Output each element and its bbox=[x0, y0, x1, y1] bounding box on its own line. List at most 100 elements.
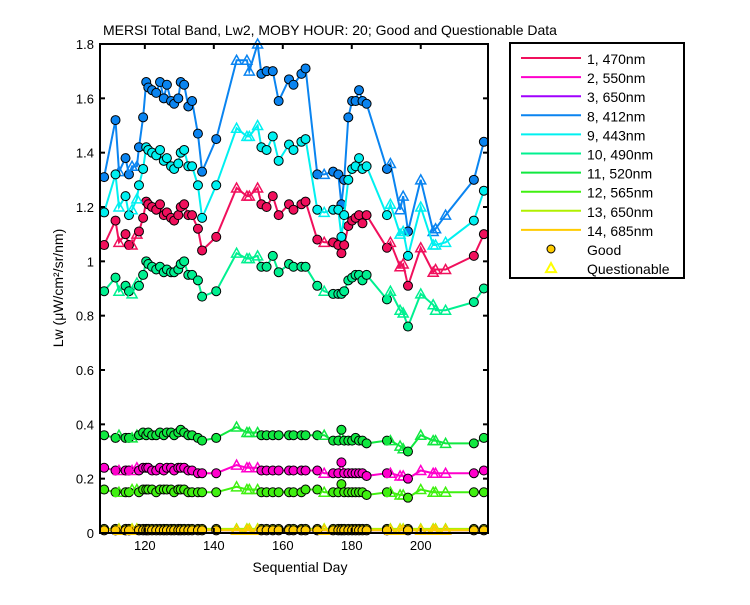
questionable-point bbox=[384, 523, 397, 536]
good-point bbox=[273, 155, 284, 166]
good-point bbox=[336, 424, 347, 435]
good-point bbox=[211, 231, 222, 242]
questionable-point bbox=[125, 238, 139, 250]
questionable-point bbox=[230, 420, 243, 432]
series-10-490nm bbox=[99, 246, 489, 332]
questionable-point bbox=[414, 173, 428, 185]
legend-label: 1, 470nm bbox=[587, 51, 645, 67]
good-point bbox=[173, 158, 184, 169]
good-point bbox=[211, 134, 222, 145]
good-point bbox=[312, 465, 323, 476]
good-point bbox=[381, 210, 392, 221]
questionable-point bbox=[429, 434, 442, 446]
good-point bbox=[402, 321, 413, 332]
questionable-point bbox=[230, 458, 243, 470]
good-point bbox=[123, 169, 134, 180]
questionable-point bbox=[230, 53, 243, 66]
x-tick-label: 200 bbox=[410, 538, 432, 553]
legend-label: 10, 490nm bbox=[587, 147, 653, 163]
questionable-point bbox=[429, 485, 442, 497]
good-point bbox=[138, 269, 149, 280]
good-point bbox=[381, 294, 392, 305]
questionable-point bbox=[439, 208, 452, 220]
good-point bbox=[343, 112, 354, 123]
x-tick-label: 120 bbox=[134, 538, 156, 553]
questionable-point bbox=[130, 192, 144, 204]
questionable-point bbox=[393, 227, 407, 239]
questionable-point bbox=[429, 523, 442, 536]
good-point bbox=[336, 457, 347, 468]
questionable-point bbox=[426, 265, 440, 277]
questionable-point bbox=[439, 485, 452, 497]
y-tick-label: 1 bbox=[87, 254, 94, 269]
good-point bbox=[197, 487, 208, 498]
good-point bbox=[161, 153, 172, 164]
good-point bbox=[361, 438, 372, 449]
good-point bbox=[192, 275, 203, 286]
questionable-point bbox=[414, 463, 428, 476]
good-point bbox=[361, 489, 372, 500]
questionable-point bbox=[125, 203, 139, 215]
questionable-point bbox=[384, 284, 397, 296]
questionable-point bbox=[396, 224, 410, 237]
legend-label: 11, 520nm bbox=[587, 166, 652, 182]
good-point bbox=[273, 465, 284, 476]
good-point bbox=[468, 174, 479, 185]
good-point bbox=[300, 134, 311, 145]
questionable-point bbox=[230, 181, 243, 193]
good-point bbox=[123, 210, 134, 221]
x-tick-label: 180 bbox=[341, 538, 363, 553]
questionable-point bbox=[230, 121, 243, 133]
good-point bbox=[336, 248, 347, 259]
good-point bbox=[339, 210, 350, 221]
y-tick-label: 1.6 bbox=[76, 91, 94, 106]
good-point bbox=[197, 435, 208, 446]
x-tick-label: 160 bbox=[272, 538, 294, 553]
good-point bbox=[339, 240, 350, 251]
questionable-point bbox=[414, 200, 428, 212]
good-point bbox=[110, 272, 121, 283]
series-8-412nm bbox=[99, 37, 489, 237]
questionable-point bbox=[243, 425, 256, 438]
plot-area bbox=[99, 37, 489, 536]
questionable-point bbox=[384, 466, 397, 478]
good-point bbox=[197, 212, 208, 223]
good-point bbox=[336, 479, 347, 490]
questionable-point bbox=[243, 129, 256, 142]
good-point bbox=[468, 250, 479, 261]
questionable-point bbox=[414, 523, 428, 536]
good-point bbox=[179, 79, 190, 90]
legend-good-marker bbox=[546, 244, 556, 254]
questionable-point bbox=[251, 118, 264, 131]
questionable-point bbox=[317, 235, 331, 248]
questionable-point bbox=[112, 428, 126, 440]
good-point bbox=[155, 199, 166, 210]
good-point bbox=[211, 487, 222, 498]
y-tick-label: 0.2 bbox=[76, 472, 94, 487]
legend-box bbox=[509, 42, 685, 279]
good-point bbox=[354, 85, 365, 96]
good-point bbox=[273, 267, 284, 278]
good-point bbox=[402, 446, 413, 457]
questionable-point bbox=[414, 241, 428, 253]
questionable-point bbox=[393, 203, 407, 215]
good-point bbox=[468, 215, 479, 226]
series-11-520nm bbox=[99, 420, 489, 457]
good-point bbox=[151, 87, 162, 98]
good-point bbox=[357, 218, 368, 229]
good-point bbox=[133, 180, 144, 191]
good-point bbox=[300, 196, 311, 207]
questionable-point bbox=[243, 482, 256, 495]
good-point bbox=[288, 79, 299, 90]
questionable-point bbox=[317, 284, 331, 296]
questionable-point bbox=[429, 262, 442, 275]
good-point bbox=[211, 468, 222, 479]
good-point bbox=[120, 229, 131, 240]
good-point bbox=[267, 131, 278, 142]
good-point bbox=[468, 487, 479, 498]
series-2-550nm bbox=[99, 457, 489, 484]
good-point bbox=[273, 210, 284, 221]
good-point bbox=[138, 212, 149, 223]
y-tick-label: 0.4 bbox=[76, 417, 94, 432]
good-point bbox=[110, 169, 121, 180]
